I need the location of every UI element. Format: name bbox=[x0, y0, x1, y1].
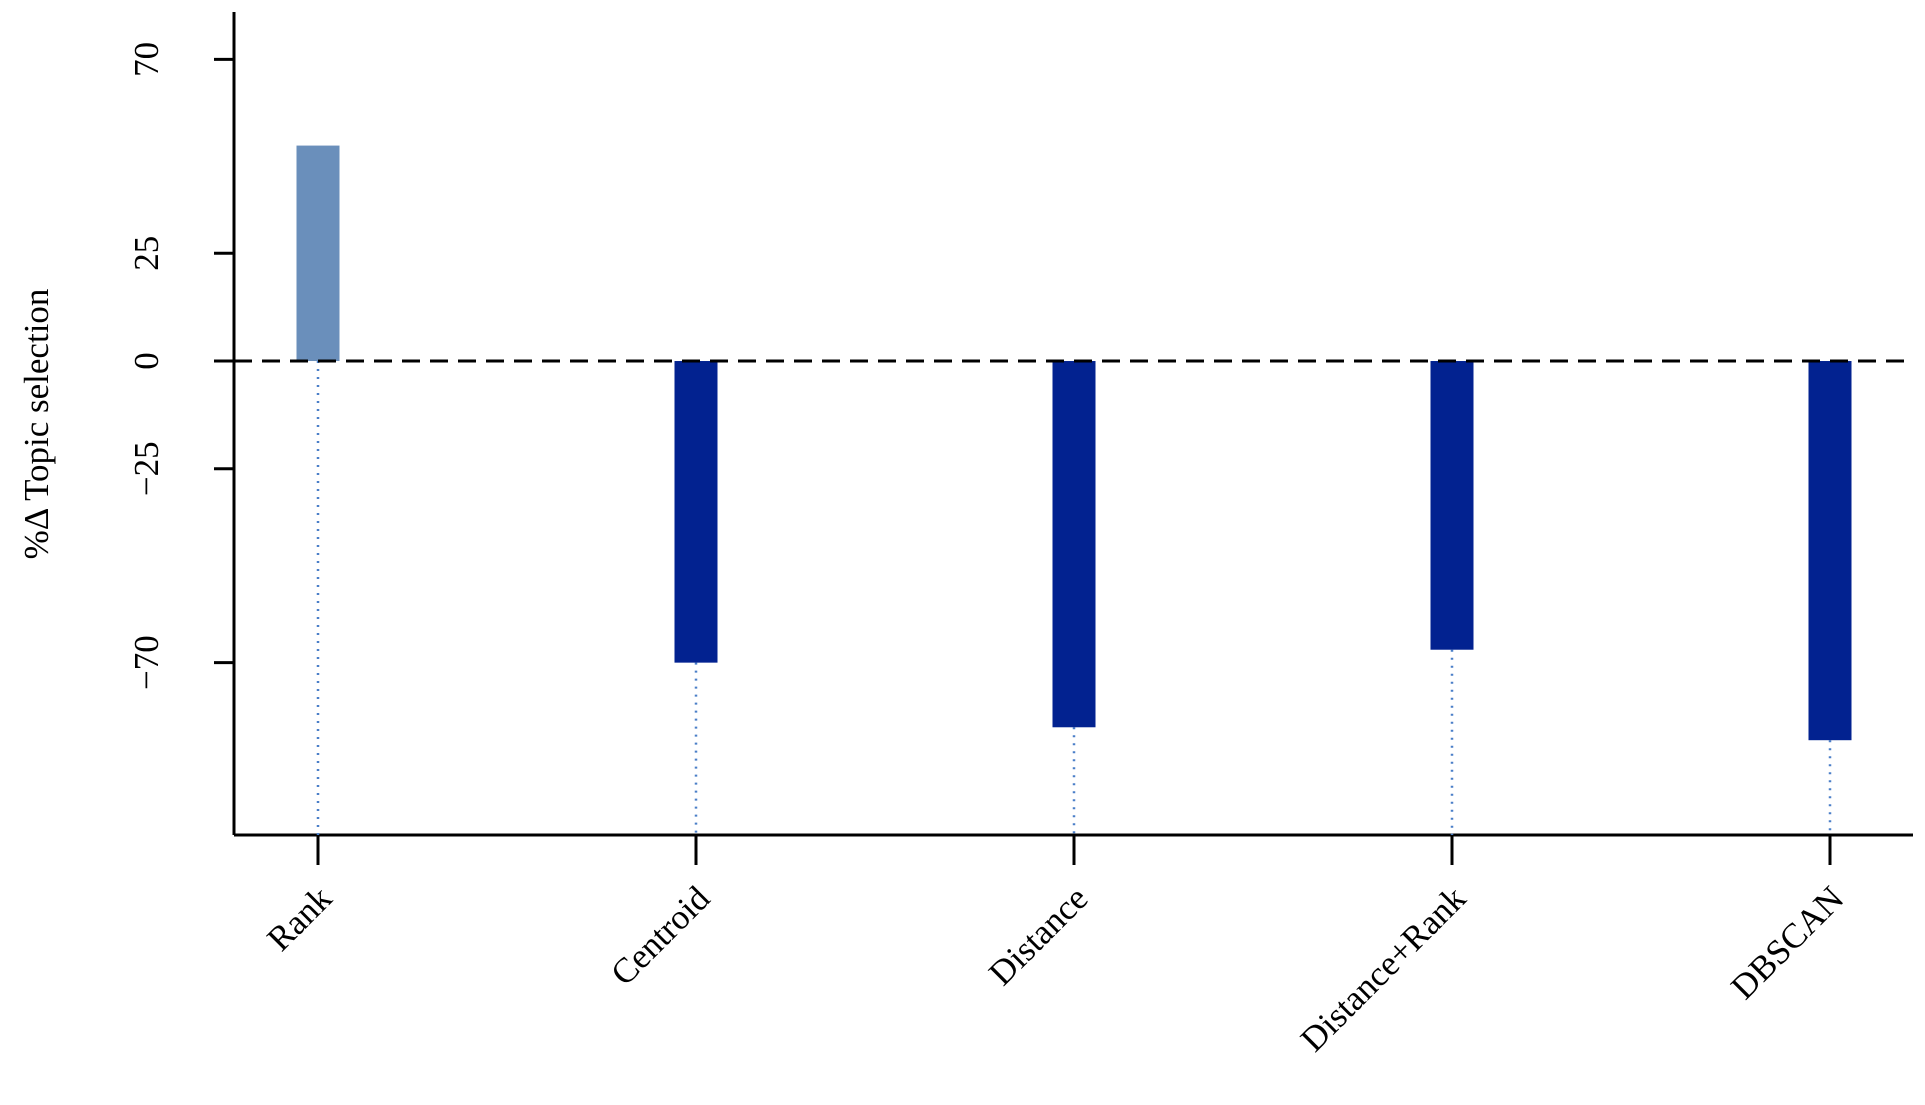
bar bbox=[1052, 361, 1096, 728]
bar bbox=[1808, 361, 1852, 741]
y-tick-label: −25 bbox=[127, 441, 166, 496]
bar bbox=[674, 361, 718, 663]
x-tick-label: Rank bbox=[260, 878, 340, 958]
x-tick-label: Distance bbox=[981, 879, 1095, 993]
x-tick-label: Centroid bbox=[603, 878, 718, 993]
bar bbox=[296, 145, 340, 362]
x-tick-label: Distance+Rank bbox=[1293, 878, 1474, 1059]
y-tick-label: −70 bbox=[127, 635, 166, 690]
y-tick-label: 70 bbox=[127, 42, 166, 77]
x-tick-label: DBSCAN bbox=[1723, 879, 1851, 1007]
y-tick-label: 25 bbox=[127, 236, 166, 271]
bar bbox=[1430, 361, 1474, 650]
y-tick-label: 0 bbox=[127, 352, 166, 370]
y-axis-title: %Δ Topic selection bbox=[17, 289, 56, 560]
